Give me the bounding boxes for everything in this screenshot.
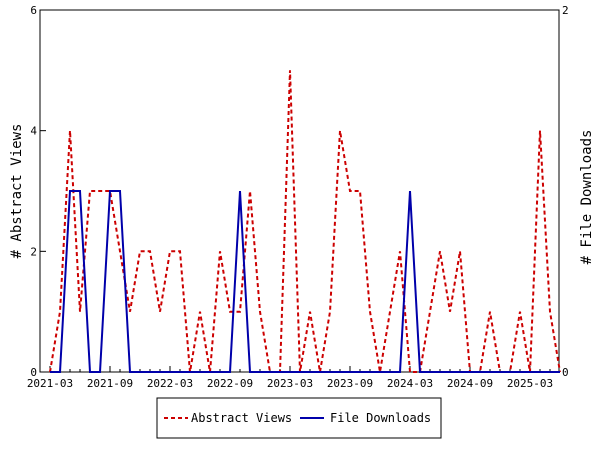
x-tick-label: 2023-03: [267, 377, 313, 390]
series-line-abstract-views: [49, 70, 561, 373]
y-left-tick-label: 2: [30, 245, 37, 258]
legend-label-file-downloads: File Downloads: [330, 411, 431, 425]
x-tick-label: 2023-09: [327, 377, 373, 390]
tick-labels: 2021-03 2021-09 2022-03 2022-09 2023-03 2023-…: [27, 4, 569, 390]
legend-label-abstract-views: Abstract Views: [191, 411, 292, 425]
y-axis-right-title: # File Downloads: [579, 130, 595, 265]
y-right-tick-label: 2: [562, 4, 569, 17]
y-left-tick-label: 6: [30, 4, 37, 17]
x-tick-label: 2022-03: [147, 377, 193, 390]
legend: Abstract Views File Downloads: [156, 397, 442, 439]
y-left-tick-label: 0: [30, 366, 37, 379]
x-tick-label: 2022-09: [207, 377, 253, 390]
x-tick-label: 2021-03: [27, 377, 73, 390]
x-tick-label: 2021-09: [87, 377, 133, 390]
series-layer: [49, 70, 561, 373]
x-tick-label: 2024-03: [387, 377, 433, 390]
y-right-tick-label: 0: [562, 366, 569, 379]
x-tick-label: 2025-03: [507, 377, 553, 390]
x-tick-label: 2024-09: [447, 377, 493, 390]
y-axis-left-title: # Abstract Views: [9, 124, 25, 259]
legend-box: [156, 397, 442, 439]
y-left-tick-label: 4: [30, 125, 37, 138]
series-line-file-downloads: [50, 190, 560, 373]
